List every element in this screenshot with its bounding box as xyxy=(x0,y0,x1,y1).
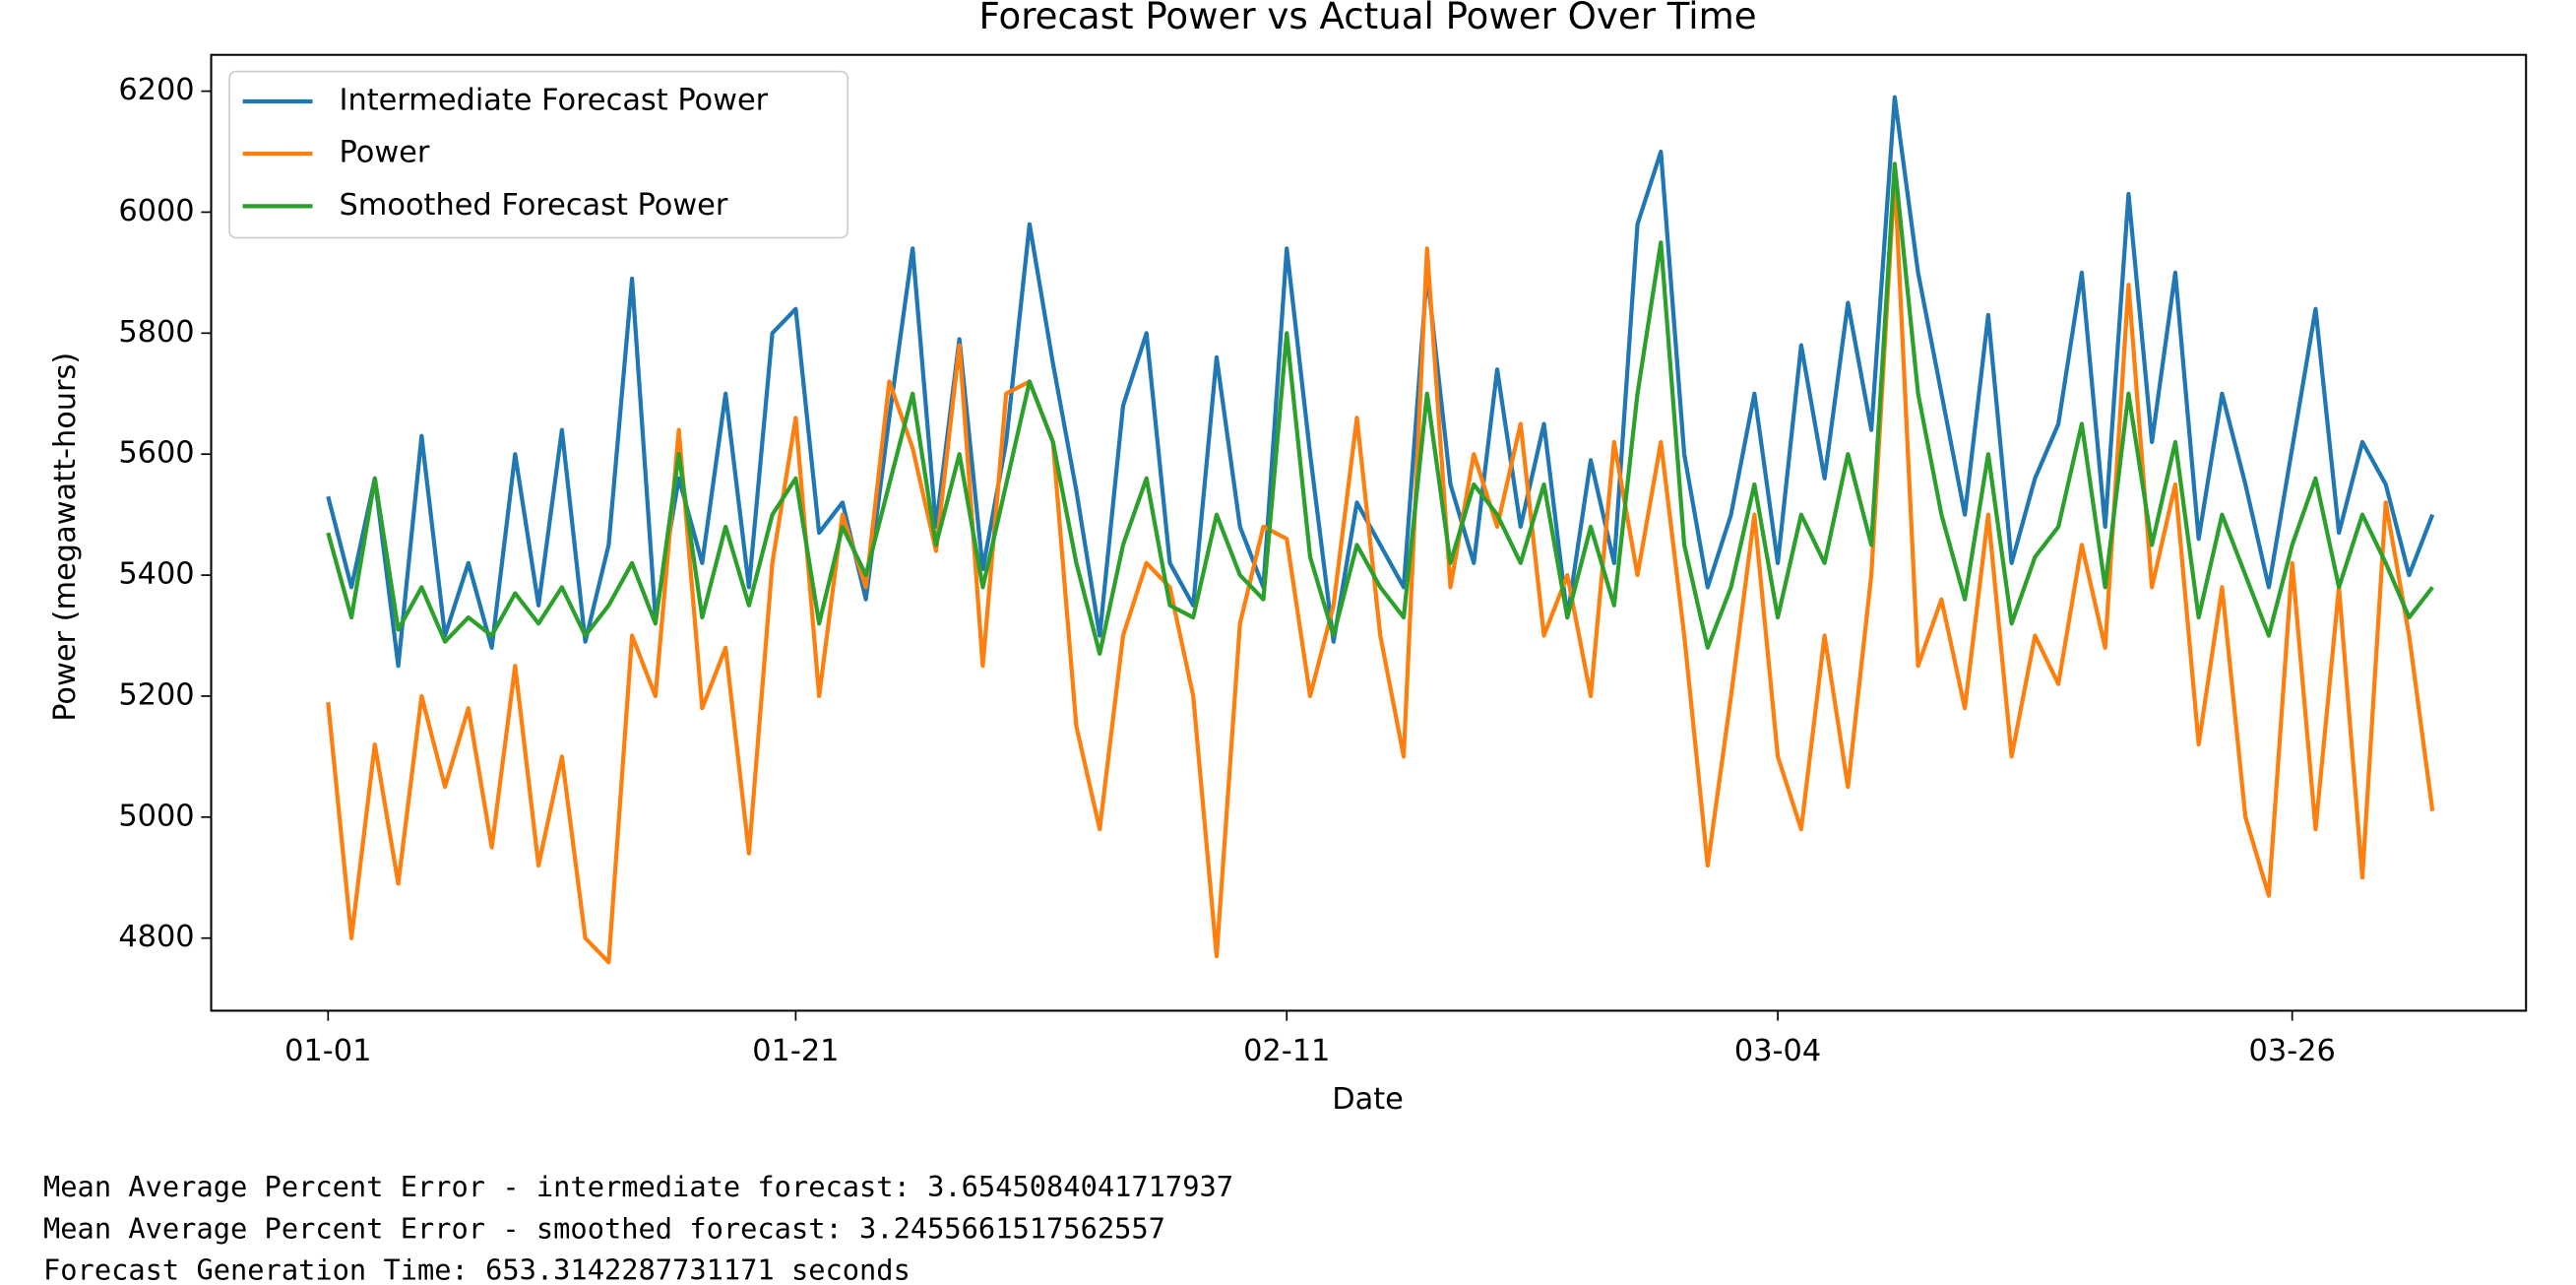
y-axis-label: Power (megawatt-hours) xyxy=(48,353,83,722)
output-line: Mean Average Percent Error - smoothed fo… xyxy=(43,1211,1165,1245)
x-axis-label: Date xyxy=(1332,1082,1404,1117)
y-tick-label: 5000 xyxy=(118,799,194,833)
legend-label: Intermediate Forecast Power xyxy=(340,83,769,117)
y-tick-label: 5600 xyxy=(118,436,194,471)
output-line: Mean Average Percent Error - intermediat… xyxy=(43,1170,1233,1203)
output-line: Forecast Generation Time: 653.3142287731… xyxy=(43,1253,911,1285)
y-tick-label: 5800 xyxy=(118,315,194,350)
chart-title: Forecast Power vs Actual Power Over Time xyxy=(978,0,1756,37)
legend-box xyxy=(228,70,848,239)
y-tick-label: 5200 xyxy=(118,677,194,712)
legend: Intermediate Forecast Power Power Smoothed… xyxy=(228,70,848,239)
axes-frame xyxy=(210,53,2528,1012)
x-tick-label: 03-04 xyxy=(1734,1034,1821,1068)
y-tick-label: 6200 xyxy=(118,73,194,107)
y-tick-label: 6000 xyxy=(118,194,194,228)
x-tick-label: 02-11 xyxy=(1243,1034,1330,1068)
plot-area: 4800 5000 5200 5400 5600 5800 6000 6200 01-01 01-… xyxy=(118,53,2528,1068)
x-tick-label: 03-26 xyxy=(2249,1034,2336,1068)
series-line xyxy=(326,95,2435,669)
x-tick-label: 01-21 xyxy=(752,1034,839,1068)
series-line xyxy=(326,161,2434,657)
x-tick-label: 01-01 xyxy=(284,1034,371,1068)
y-tick-label: 5400 xyxy=(118,557,194,592)
legend-label: Smoothed Forecast Power xyxy=(340,188,728,223)
series-line xyxy=(326,173,2435,965)
legend-label: Power xyxy=(340,136,430,170)
y-tick-label: 4800 xyxy=(118,920,194,954)
